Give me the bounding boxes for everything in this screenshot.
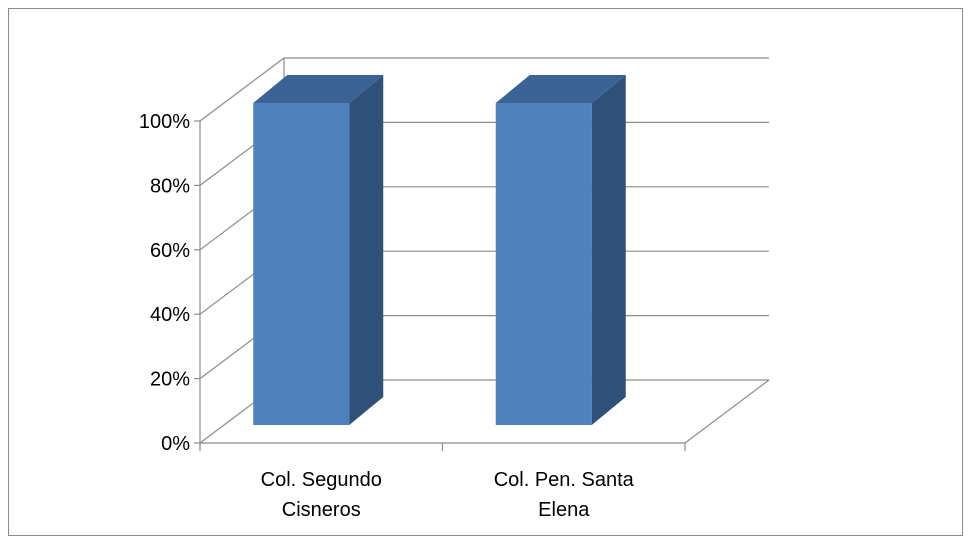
y-tick-label: 40% — [150, 304, 190, 326]
bar-side — [591, 75, 626, 425]
bars — [253, 75, 626, 425]
gridline-diagonal — [199, 57, 285, 122]
x-category-label: Elena — [538, 499, 590, 521]
y-tick-label: 20% — [150, 369, 190, 391]
bar — [253, 75, 384, 425]
bar-front — [253, 103, 350, 425]
y-axis-tick-labels: 0% 20% 40% 60% 80% 100% — [139, 111, 190, 455]
floor-right-edge — [684, 379, 770, 444]
bar-side — [349, 75, 384, 425]
y-tick-label: 80% — [150, 175, 190, 197]
chart-frame — [8, 8, 963, 536]
x-category-label: Col. Pen. Santa — [494, 469, 635, 491]
x-category-label: Col. Segundo — [261, 469, 382, 491]
bar-top — [253, 75, 384, 103]
y-tick-label: 0% — [161, 433, 190, 455]
x-category-label: Cisneros — [282, 499, 361, 521]
y-tick-label: 60% — [150, 240, 190, 262]
bar — [495, 75, 626, 425]
y-tick-label: 100% — [139, 111, 190, 133]
bar-front — [495, 103, 592, 425]
x-axis-category-labels: Col. Segundo Cisneros Col. Pen. Santa Elena — [261, 469, 635, 521]
bar-top — [495, 75, 626, 103]
